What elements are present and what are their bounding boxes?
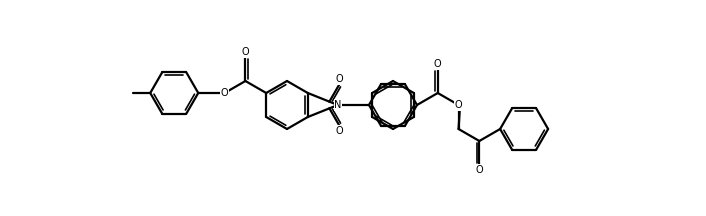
Text: N: N (334, 100, 342, 110)
Text: O: O (336, 126, 343, 136)
Text: O: O (221, 88, 229, 98)
Text: O: O (455, 100, 462, 110)
Text: O: O (336, 74, 343, 84)
Text: O: O (241, 47, 249, 57)
Text: O: O (434, 59, 441, 69)
Text: O: O (476, 165, 483, 175)
